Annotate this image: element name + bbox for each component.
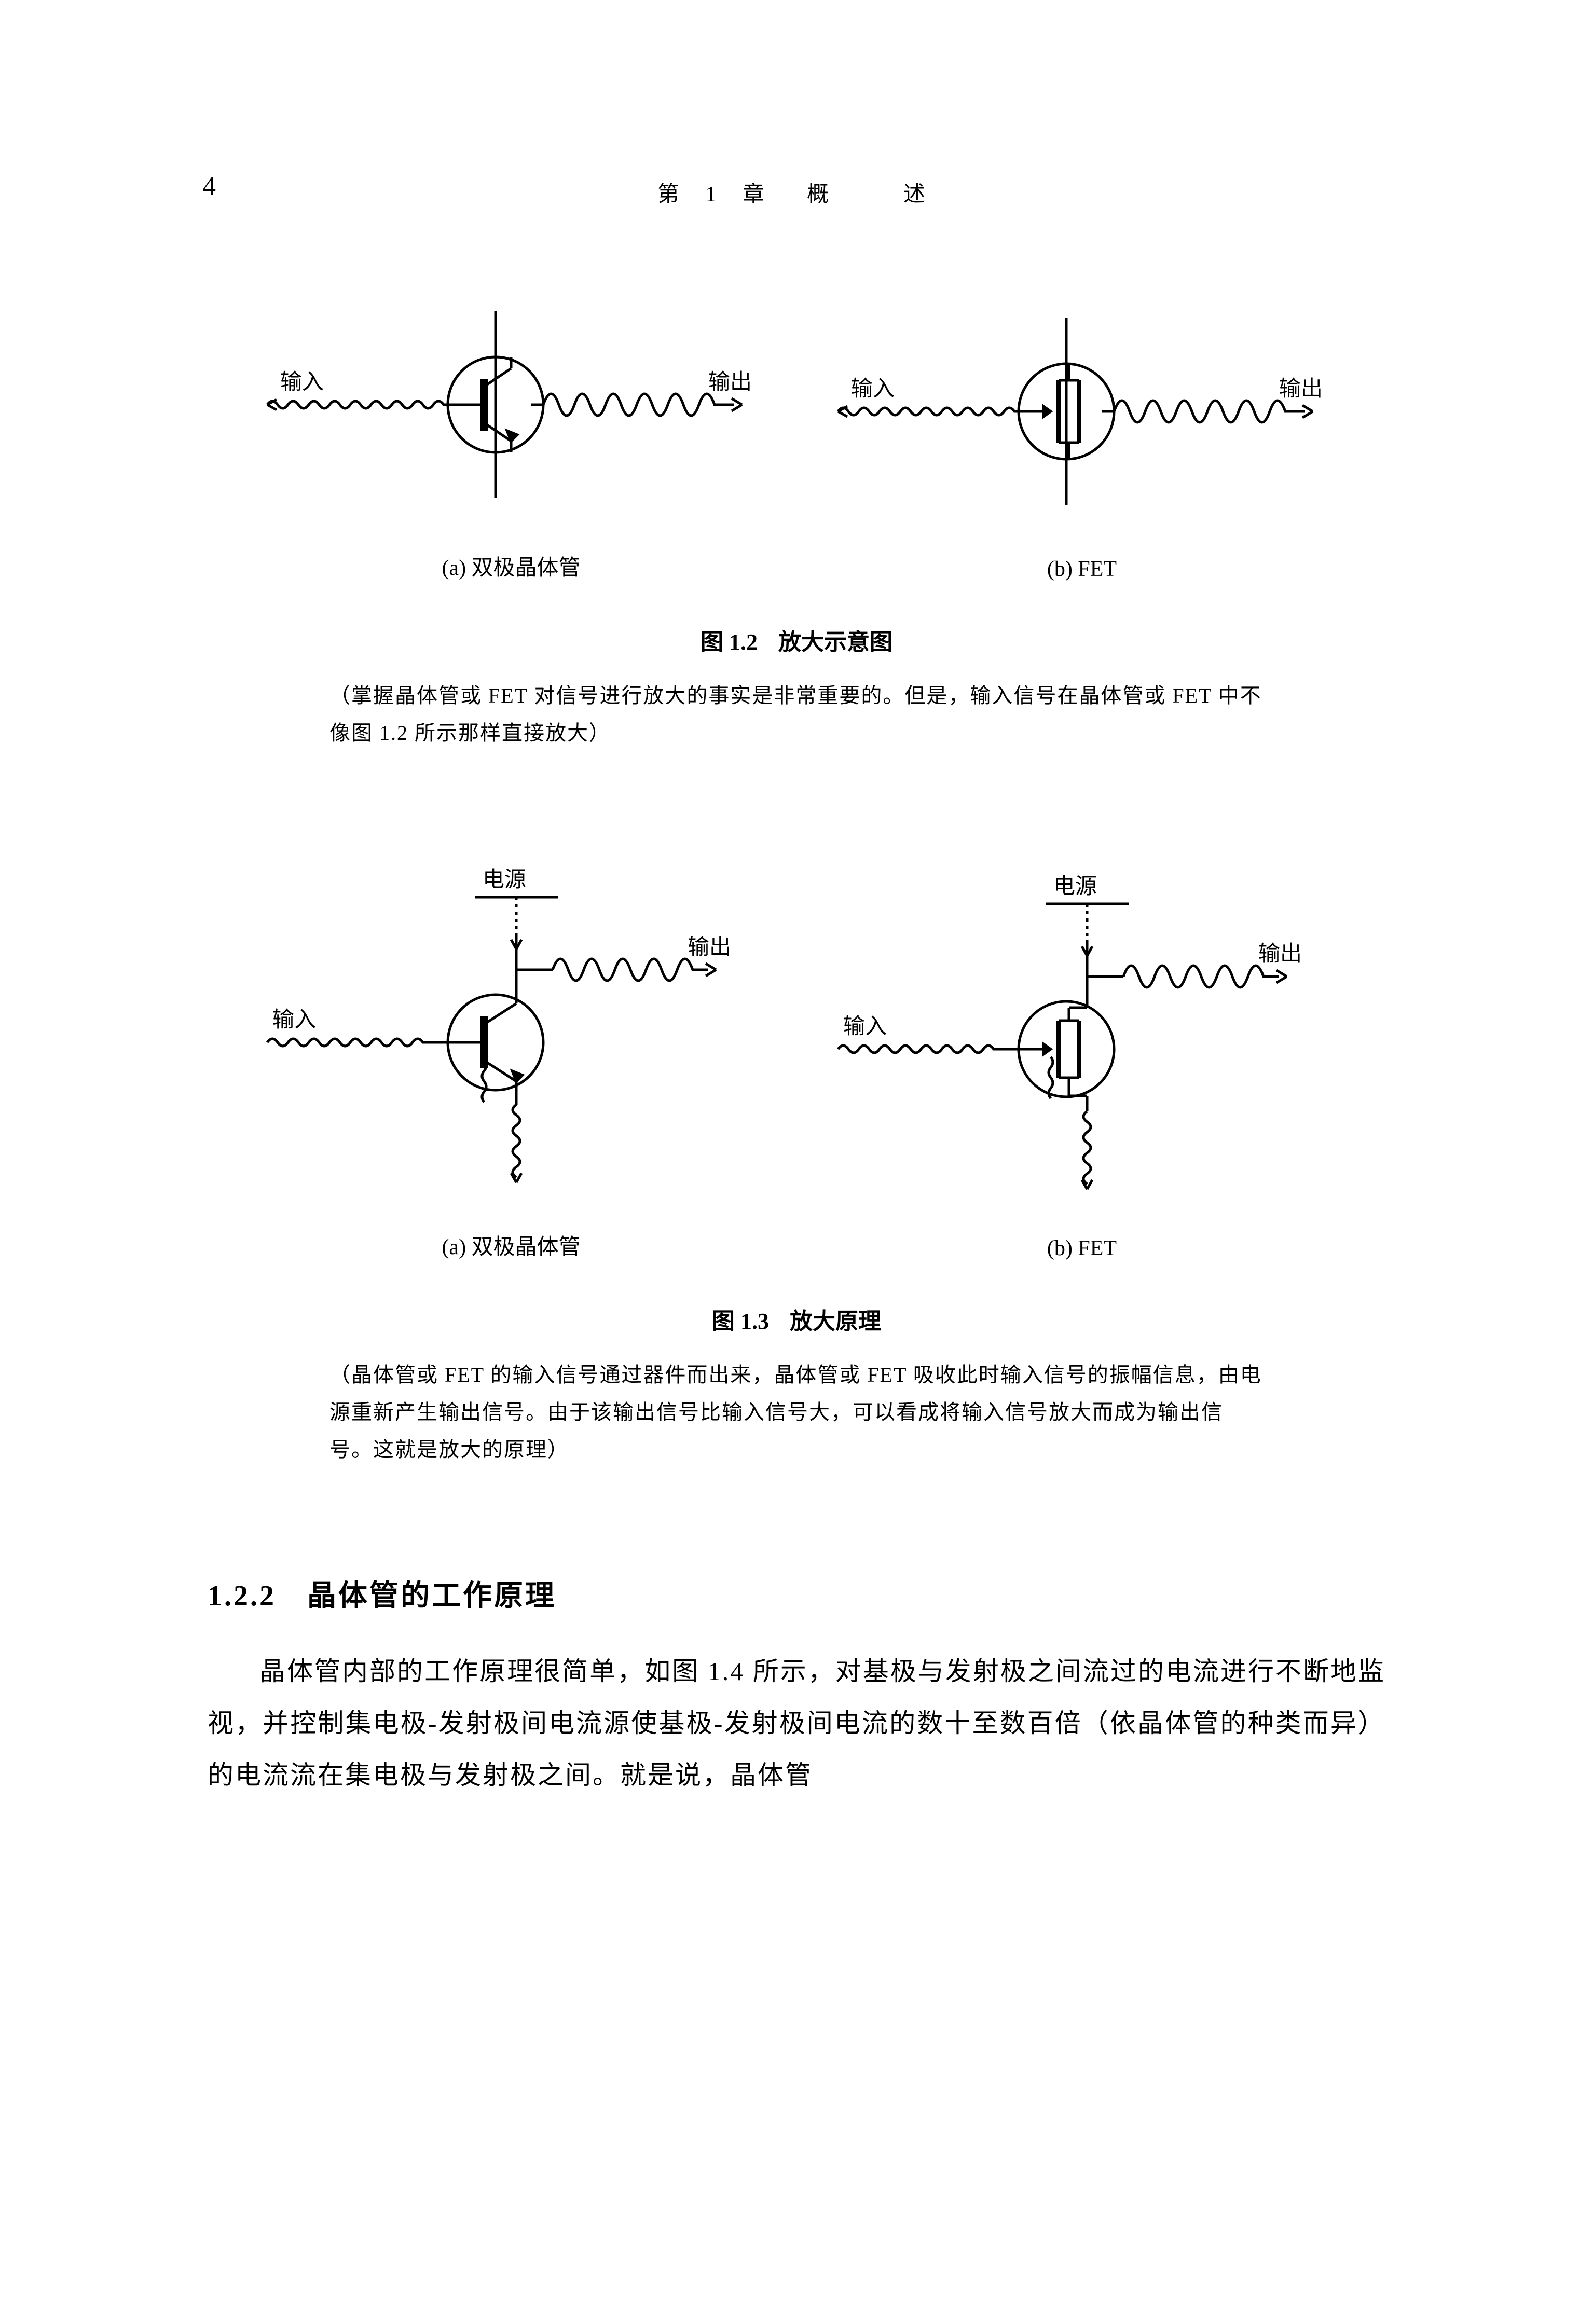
figure-1-3: 电源 输入 输出 (a) 双极晶体管 bbox=[252, 866, 1341, 1468]
output-label: 输出 bbox=[708, 370, 752, 394]
figure-1-3-caption-title: 放大原理 bbox=[790, 1309, 881, 1334]
output-label: 输出 bbox=[688, 936, 731, 959]
power-label: 电源 bbox=[483, 868, 526, 892]
figure-1-2-b: 输入 输出 (b) FET bbox=[822, 297, 1341, 582]
figure-1-2-a: 输入 输出 (a) 双极晶体管 bbox=[252, 291, 771, 582]
figure-1-2-caption-title: 放大示意图 bbox=[778, 629, 892, 655]
figure-1-3-a-caption: (a) 双极晶体管 bbox=[252, 1229, 771, 1261]
figure-1-2-note: （掌握晶体管或 FET 对信号进行放大的事实是非常重要的。但是，输入信号在晶体管… bbox=[329, 677, 1264, 752]
fet-amplify-diagram: 输入 输出 bbox=[822, 297, 1341, 526]
page-number: 4 bbox=[202, 171, 216, 202]
figure-1-3-caption: 图 1.3 放大原理 bbox=[252, 1302, 1341, 1336]
page: 4 第 1 章 概 述 bbox=[0, 0, 1593, 2324]
bjt-amplify-diagram: 输入 输出 bbox=[252, 291, 771, 519]
figure-1-3-note: （晶体管或 FET 的输入信号通过器件而出来，晶体管或 FET 吸收此时输入信号… bbox=[329, 1356, 1264, 1468]
fet-principle-diagram: 电源 输入 输出 bbox=[822, 873, 1341, 1205]
figure-1-3-b: 电源 输入 输出 (b) FET bbox=[822, 873, 1341, 1261]
figure-1-2-b-caption: (b) FET bbox=[822, 557, 1341, 582]
power-label: 电源 bbox=[1053, 875, 1097, 899]
figure-1-3-row: 电源 输入 输出 (a) 双极晶体管 bbox=[252, 866, 1341, 1261]
input-label: 输入 bbox=[280, 370, 324, 394]
figure-1-2-row: 输入 输出 (a) 双极晶体管 bbox=[252, 291, 1341, 582]
input-label: 输入 bbox=[843, 1015, 887, 1039]
figure-1-2-caption: 图 1.2 放大示意图 bbox=[252, 623, 1341, 656]
output-label: 输出 bbox=[1279, 377, 1323, 401]
body-paragraph: 晶体管内部的工作原理很简单，如图 1.4 所示，对基极与发射极之间流过的电流进行… bbox=[208, 1645, 1385, 1801]
chapter-header: 第 1 章 概 述 bbox=[657, 176, 936, 208]
figure-1-3-a: 电源 输入 输出 (a) 双极晶体管 bbox=[252, 866, 771, 1261]
figure-1-2: 输入 输出 (a) 双极晶体管 bbox=[252, 291, 1341, 752]
output-label: 输出 bbox=[1258, 942, 1302, 966]
input-label: 输入 bbox=[272, 1008, 316, 1032]
figure-1-2-caption-label: 图 1.2 bbox=[701, 629, 758, 655]
bjt-principle-diagram: 电源 输入 输出 bbox=[252, 866, 771, 1198]
figure-1-3-b-caption: (b) FET bbox=[822, 1236, 1341, 1261]
input-label: 输入 bbox=[851, 377, 895, 401]
section-heading: 1.2.2 晶体管的工作原理 bbox=[208, 1572, 1385, 1614]
figure-1-3-caption-label: 图 1.3 bbox=[712, 1309, 769, 1334]
figure-1-2-a-caption: (a) 双极晶体管 bbox=[252, 550, 771, 582]
